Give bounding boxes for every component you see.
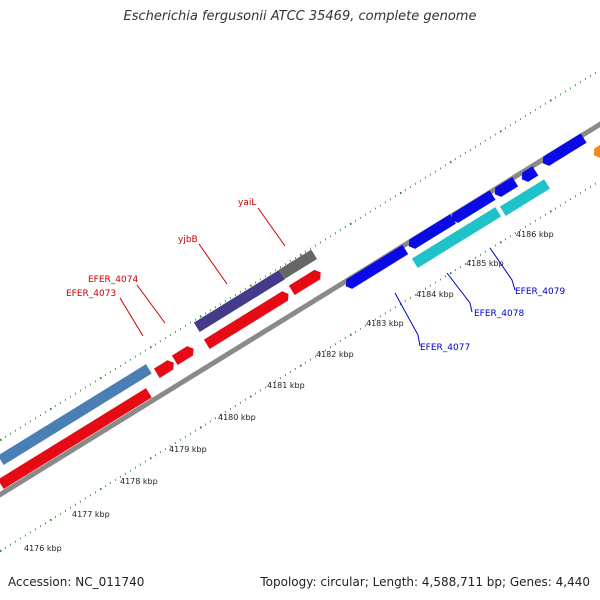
kbp-labels: 4176 kbp 4177 kbp 4178 kbp 4179 kbp 4180 kbp… [24,230,554,553]
gene-label-EFER-4078: EFER_4078 [474,309,524,319]
kbp-label: 4184 kbp [416,290,454,299]
feature-blue-6 [542,133,587,166]
kbp-label: 4183 kbp [366,319,404,328]
gene-label-EFER-4079: EFER_4079 [515,287,565,297]
feature-blue-5 [521,166,539,182]
leader-yjbB [198,243,228,285]
kbp-label: 4182 kbp [316,350,354,359]
leader-EFER-4073 [119,297,144,337]
leader-EFER-4077 [394,292,421,347]
feature-steelblue [0,364,152,465]
leader-EFER-4074 [136,284,166,324]
accession-label: Accession: NC_011740 [8,575,145,589]
map-title: Escherichia fergusonii ATCC 35469, compl… [123,9,477,24]
feature-cyan-2 [499,179,550,216]
gene-label-EFER-4073: EFER_4073 [66,289,116,299]
feature-orange [593,140,600,158]
genome-summary: Topology: circular; Length: 4,588,711 bp… [260,575,590,589]
feature-yjbB [193,270,285,332]
feature-red-arrow-4 [288,269,321,295]
kbp-label: 4185 kbp [466,259,504,268]
leader-EFER-4079 [489,247,516,291]
feature-red-arrow-2 [171,346,194,365]
gene-label-yjbB: yjbB [178,235,198,245]
gene-labels: yaiL yjbB EFER_4074 EFER_4073 EFER_4077 … [66,198,565,353]
feature-cyan-1 [411,207,502,268]
leader-yaiL [257,207,286,247]
kbp-label: 4181 kbp [267,381,305,390]
feature-red-arrow-3 [203,291,289,349]
feature-blue-4 [494,176,519,197]
genome-backbone [0,121,600,498]
gene-label-EFER-4077: EFER_4077 [420,343,470,353]
gene-label-yaiL: yaiL [238,198,256,208]
leader-EFER-4078 [446,272,473,313]
kbp-label: 4177 kbp [72,510,110,519]
kbp-label: 4178 kbp [120,477,158,486]
inner-tick-ring [0,182,597,552]
gene-label-leaders [119,207,516,347]
outer-tick-ring [0,71,597,441]
feature-blue-1 [345,244,409,289]
kbp-label: 4179 kbp [169,445,207,454]
feature-red-arrow-1 [153,360,174,378]
kbp-label: 4186 kbp [516,230,554,239]
kbp-label: 4176 kbp [24,544,62,553]
feature-blue-3 [451,190,496,223]
feature-red-long [0,388,152,489]
feature-yaiL [278,249,318,279]
kbp-label: 4180 kbp [218,413,256,422]
feature-blue-2 [408,214,456,249]
gene-label-EFER-4074: EFER_4074 [88,275,138,285]
